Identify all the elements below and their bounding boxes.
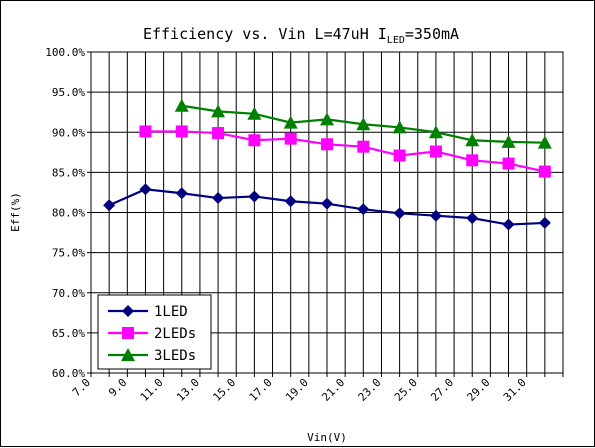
legend-swatch-marker (121, 348, 135, 361)
series-3leds (174, 98, 552, 149)
data-point (175, 187, 188, 200)
x-tick-label: 29.0 (465, 376, 493, 404)
data-point (429, 145, 442, 158)
y-tick-label: 60.0% (52, 367, 85, 380)
data-point (283, 115, 298, 129)
data-point (357, 140, 370, 153)
x-tick-label: 13.0 (174, 376, 202, 404)
series-1led (103, 183, 551, 231)
legend-item-3leds: 3LEDs (108, 348, 196, 364)
data-point (248, 190, 261, 203)
data-point (538, 216, 551, 229)
legend-item-2leds: 2LEDs (108, 326, 196, 342)
y-tick-label: 75.0% (52, 247, 85, 260)
y-tick-label: 100.0% (45, 46, 85, 59)
data-point (174, 98, 189, 112)
data-point (139, 125, 152, 138)
data-point (284, 195, 297, 208)
x-tick-label: 27.0 (428, 376, 456, 404)
data-point (466, 154, 479, 167)
x-axis-title: Vin(V) (307, 431, 347, 444)
series-2leds (139, 125, 551, 178)
data-point (139, 183, 152, 196)
data-point (356, 117, 371, 131)
data-point (465, 133, 480, 147)
data-point (429, 209, 442, 222)
data-point (393, 149, 406, 162)
x-tick-label: 15.0 (210, 376, 238, 404)
data-point (428, 125, 443, 139)
data-point (501, 134, 516, 148)
y-tick-label: 70.0% (52, 287, 85, 300)
legend: 1LED 2LEDs 3LEDs (97, 294, 212, 370)
x-tick-label: 17.0 (247, 376, 275, 404)
series-layer (103, 98, 552, 231)
data-point (321, 138, 333, 151)
data-point (211, 104, 226, 118)
chart-title-main: Efficiency vs. Vin L=47uH I (143, 25, 387, 43)
data-point (537, 135, 552, 149)
data-point (212, 127, 225, 140)
data-point (502, 157, 515, 170)
legend-item-1led: 1LED (108, 304, 188, 320)
chart-title-suffix: =350mA (405, 25, 459, 43)
data-point (321, 197, 333, 210)
y-axis-ticks: 60.0% 65.0% 70.0% 75.0% 80.0% 85.0% 90.0% 95.0%… (45, 46, 91, 380)
legend-label: 3LEDs (154, 348, 196, 364)
legend-swatch-marker (122, 327, 134, 339)
legend-label: 1LED (154, 304, 188, 320)
data-point (212, 192, 225, 205)
y-tick-label: 90.0% (52, 126, 85, 139)
data-point (248, 134, 261, 147)
x-tick-label: 25.0 (392, 376, 420, 404)
legend-label: 2LEDs (154, 326, 196, 342)
y-axis-title: Eff(%) (9, 192, 22, 232)
data-point (247, 106, 262, 120)
x-tick-label: 21.0 (319, 376, 347, 404)
data-point (357, 203, 370, 216)
x-tick-label: 31.0 (501, 376, 529, 404)
y-tick-label: 95.0% (52, 86, 85, 99)
legend-swatch-marker (122, 305, 134, 317)
data-point (538, 165, 551, 178)
x-tick-label: 19.0 (283, 376, 311, 404)
data-point (502, 218, 515, 231)
y-tick-label: 85.0% (52, 166, 85, 179)
data-point (466, 212, 479, 225)
data-point (320, 112, 334, 126)
chart-title-subscript: LED (387, 35, 405, 46)
x-tick-label: 9.0 (106, 376, 129, 399)
x-tick-label: 11.0 (138, 376, 166, 404)
y-tick-label: 65.0% (52, 327, 85, 340)
data-point (393, 207, 406, 220)
data-point (175, 125, 188, 138)
data-point (284, 132, 297, 145)
x-tick-label: 23.0 (356, 376, 384, 404)
data-point (103, 199, 116, 212)
legend-items: 1LED 2LEDs 3LEDs (108, 304, 196, 364)
y-tick-label: 80.0% (52, 207, 85, 220)
chart-title: Efficiency vs. Vin L=47uH ILED=350mA (143, 25, 459, 46)
series-line (145, 130, 546, 173)
x-axis-ticks: 7.0 9.0 11.0 13.0 15.0 17.0 19.0 21.0 23.0 25.0 27… (70, 373, 564, 404)
data-point (392, 120, 407, 134)
